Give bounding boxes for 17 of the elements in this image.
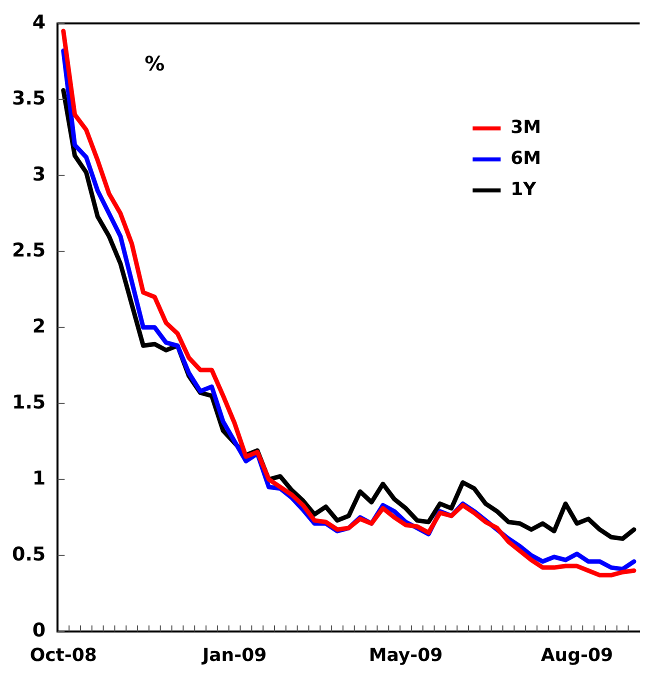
x-tick-label: Aug-09	[540, 644, 614, 666]
y-tick-label: 0.5	[12, 543, 46, 566]
legend-label: 3M	[510, 117, 542, 138]
y-tick-label: 1.5	[12, 391, 46, 414]
y-tick-label: 2	[32, 315, 46, 338]
x-tick-label: Jan-09	[200, 644, 267, 666]
y-axis-title: %	[144, 52, 165, 76]
x-tick-label: May-09	[368, 644, 443, 666]
legend-label: 1Y	[510, 179, 538, 200]
y-tick-label: 3.5	[12, 87, 46, 110]
y-tick-label: 4	[32, 11, 46, 34]
y-tick-label: 2.5	[12, 239, 46, 262]
y-tick-label: 1	[32, 467, 46, 490]
y-tick-label: 3	[32, 163, 46, 186]
legend-label: 6M	[510, 148, 542, 170]
y-tick-label: 0	[32, 619, 46, 642]
x-tick-label: Oct-08	[30, 644, 97, 666]
